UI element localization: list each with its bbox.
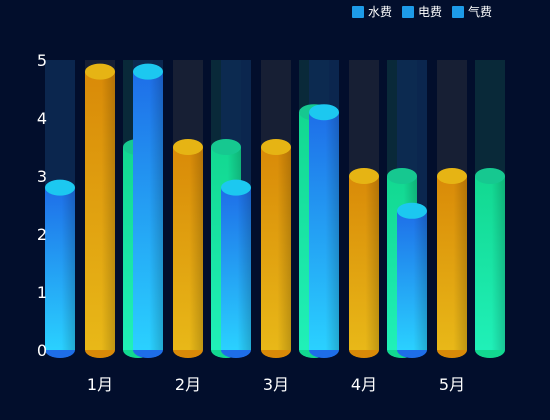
bar-水费-2月[interactable] xyxy=(133,63,163,358)
x-tick-label: 1月 xyxy=(87,375,113,394)
bar-电费-5月[interactable] xyxy=(437,168,467,358)
bar-水费-3月[interactable] xyxy=(221,179,251,358)
x-tick-label: 3月 xyxy=(263,375,289,394)
y-tick-label: 2 xyxy=(37,225,47,244)
bar-水费-5月[interactable] xyxy=(397,202,427,358)
legend-swatch-water xyxy=(352,5,364,18)
legend-item-water[interactable]: 水费 xyxy=(352,3,392,20)
y-tick-label: 3 xyxy=(37,167,47,186)
x-tick-label: 4月 xyxy=(351,375,377,394)
bar-电费-2月[interactable] xyxy=(173,139,203,358)
bars xyxy=(45,63,505,358)
legend-swatch-gas xyxy=(452,5,465,18)
y-tick-label: 5 xyxy=(37,51,47,70)
bar-电费-4月[interactable] xyxy=(349,168,379,358)
legend-label-electric: 电费 xyxy=(418,5,443,19)
bar-水费-4月[interactable] xyxy=(309,104,339,358)
legend-item-gas[interactable]: 气费 xyxy=(452,3,492,20)
x-tick-label: 5月 xyxy=(439,375,465,394)
bar-水费-1月[interactable] xyxy=(45,179,75,358)
x-tick-label: 2月 xyxy=(175,375,201,394)
y-tick-label: 1 xyxy=(37,283,47,302)
y-axis-ticks: 0 1 2 3 4 5 xyxy=(37,51,47,360)
bar-气费-5月[interactable] xyxy=(475,168,505,358)
y-tick-label: 0 xyxy=(37,341,47,360)
chart-legend: 水费 电费 气费 xyxy=(352,3,492,20)
bar-电费-3月[interactable] xyxy=(261,139,291,358)
legend-label-gas: 气费 xyxy=(468,5,493,19)
x-axis-ticks: 1月 2月 3月 4月 5月 xyxy=(87,375,465,394)
legend-swatch-electric xyxy=(402,5,415,18)
bar-电费-1月[interactable] xyxy=(85,63,115,358)
y-tick-label: 4 xyxy=(37,109,47,128)
legend-label-water: 水费 xyxy=(368,5,393,19)
legend-item-electric[interactable]: 电费 xyxy=(402,3,442,20)
